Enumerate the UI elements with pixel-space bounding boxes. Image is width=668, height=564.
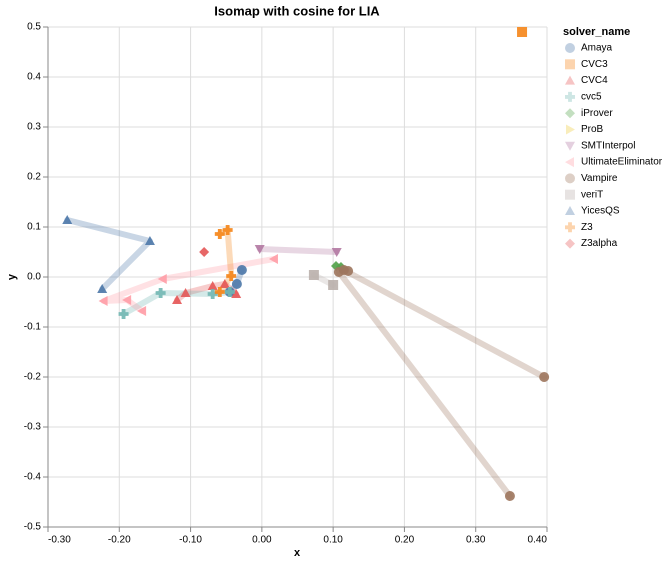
- y-tick-label: -0.3: [24, 422, 42, 433]
- x-axis-title: x: [294, 547, 301, 559]
- point: [155, 288, 166, 299]
- legend-symbol: [565, 43, 575, 53]
- point: [308, 270, 319, 280]
- point: [328, 280, 339, 290]
- legend-label: Z3alpha: [581, 238, 618, 249]
- point: [214, 229, 225, 239]
- point: [231, 279, 242, 289]
- legend-label: iProver: [581, 108, 613, 119]
- legend-symbol: [565, 157, 574, 168]
- legend-symbol: [565, 91, 575, 102]
- x-tick-label: -0.30: [48, 535, 71, 546]
- trail: [64, 217, 153, 292]
- legend-label: CVC3: [581, 59, 608, 70]
- point: [539, 372, 550, 382]
- legend-label: Vampire: [581, 173, 618, 184]
- x-tick-label: 0.20: [395, 535, 415, 546]
- point: [214, 287, 225, 298]
- point: [207, 281, 218, 290]
- y-tick-label: 0.3: [27, 122, 41, 133]
- point: [207, 289, 218, 300]
- point: [338, 265, 349, 275]
- point: [268, 254, 278, 264]
- point: [254, 245, 265, 254]
- point: [222, 225, 233, 235]
- chart-title: Isomap with cosine for LIA: [214, 3, 380, 18]
- point: [504, 491, 515, 502]
- point: [199, 247, 210, 257]
- x-tick-label: -0.20: [108, 535, 131, 546]
- y-tick-label: 0.4: [27, 72, 41, 83]
- y-tick-label: 0.1: [27, 222, 41, 233]
- legend-symbol: [565, 206, 575, 215]
- point: [226, 271, 237, 282]
- x-tick-label: 0.00: [252, 535, 272, 546]
- legend-label: UltimateEliminator: [581, 157, 663, 168]
- point: [97, 284, 108, 293]
- y-tick-label: 0.0: [27, 272, 41, 283]
- legend-label: SMTInterpol: [581, 140, 635, 151]
- point: [517, 27, 528, 37]
- x-tick-label: 0.10: [323, 535, 343, 546]
- legend-label: Amaya: [581, 43, 613, 54]
- legend-symbol: [566, 124, 575, 135]
- y-tick-label: -0.4: [24, 472, 42, 483]
- x-tick-label: 0.40: [528, 535, 548, 546]
- y-axis-title: y: [6, 273, 18, 280]
- legend-symbol: [565, 173, 575, 184]
- legend-symbol: [565, 75, 575, 85]
- legend-label: YicesQS: [581, 206, 620, 217]
- point: [98, 296, 108, 306]
- trail: [335, 267, 548, 499]
- legend-symbol: [565, 108, 575, 119]
- legend-label: Z3: [581, 222, 593, 233]
- point: [157, 274, 167, 284]
- y-tick-label: -0.2: [24, 372, 42, 383]
- legend-label: cvc5: [581, 92, 602, 103]
- point: [331, 248, 342, 257]
- y-tick-label: -0.5: [24, 522, 42, 533]
- point: [180, 288, 191, 297]
- point: [219, 279, 230, 288]
- x-tick-label: -0.10: [179, 535, 202, 546]
- point: [236, 265, 247, 275]
- legend-title: solver_name: [563, 26, 630, 38]
- trail: [256, 246, 340, 255]
- legend-symbol: [565, 59, 575, 70]
- legend-label: veriT: [581, 189, 603, 200]
- point: [231, 289, 242, 298]
- x-tick-label: 0.30: [466, 535, 486, 546]
- point: [137, 306, 147, 316]
- legend-symbol: [565, 222, 575, 233]
- point: [122, 295, 132, 305]
- legend-label: ProB: [581, 124, 604, 135]
- point: [172, 295, 183, 304]
- y-tick-label: 0.5: [27, 22, 41, 33]
- legend-symbol: [565, 189, 575, 200]
- y-tick-label: 0.2: [27, 172, 41, 183]
- legend-label: CVC4: [581, 75, 608, 86]
- point: [62, 215, 73, 224]
- legend-symbol: [565, 141, 575, 151]
- legend-symbol: [565, 238, 575, 249]
- point: [224, 287, 235, 298]
- point: [144, 236, 155, 245]
- y-tick-label: -0.1: [24, 322, 42, 333]
- point: [118, 309, 129, 320]
